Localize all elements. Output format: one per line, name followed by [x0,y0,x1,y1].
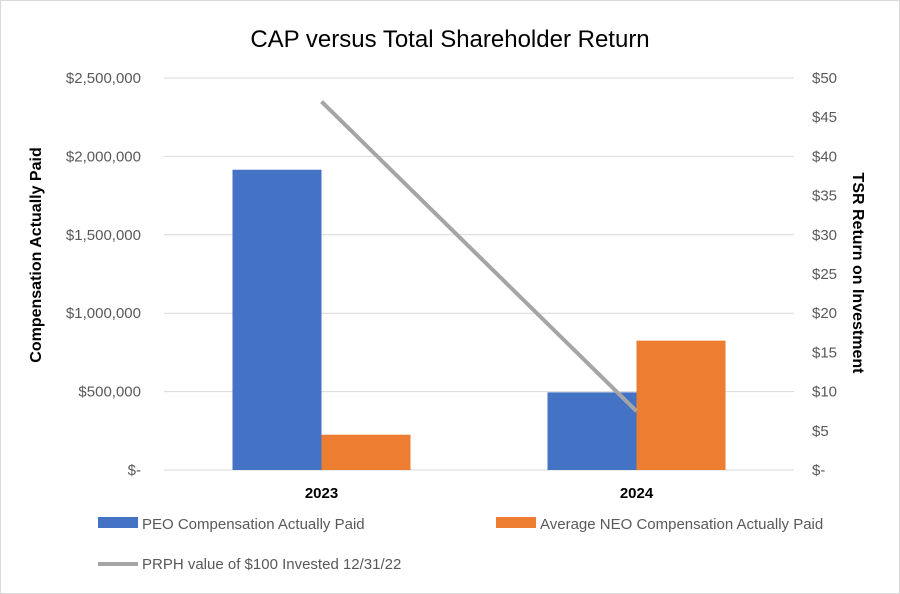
category-label: 2024 [620,485,654,502]
y-tick-label: $2,500,000 [66,70,141,87]
y-tick-label: $500,000 [78,384,141,401]
y2-tick-label: $- [812,462,825,479]
legend: PEO Compensation Actually Paid Average NE… [98,516,823,573]
y2-tick-label: $35 [812,188,837,205]
y-axis-title: Compensation Actually Paid [28,147,45,362]
y2-tick-label: $30 [812,227,837,244]
y2-tick-label: $25 [812,266,837,283]
legend-swatch [496,517,536,528]
legend-label: PEO Compensation Actually Paid [142,516,365,533]
y2-tick-label: $15 [812,344,837,361]
bar-neo-2023 [321,434,411,470]
y2-tick-label: $10 [812,384,837,401]
legend-label: PRPH value of $100 Invested 12/31/22 [142,556,401,573]
y-tick-label: $1,500,000 [66,227,141,244]
legend-label: Average NEO Compensation Actually Paid [540,516,823,533]
y2-tick-label: $20 [812,305,837,322]
y2-tick-label: $50 [812,70,837,87]
y-axis-ticks: $- $500,000 $1,000,000 $1,500,000 $2,000,000… [66,70,141,479]
line-series [320,100,638,413]
y2-axis-title: TSR Return on Investment [849,173,866,375]
bars [232,169,726,470]
category-label: 2023 [305,485,338,502]
y-tick-label: $2,000,000 [66,148,141,165]
y2-tick-label: $5 [812,423,829,440]
legend-swatch [98,517,138,528]
y-tick-label: $- [128,462,141,479]
y-tick-label: $1,000,000 [66,305,141,322]
tsr-line [320,100,638,413]
y2-tick-label: $45 [812,109,837,126]
y2-axis-ticks: $- $5 $10 $15 $20 $25 $30 $35 $40 $45 $50 [812,70,837,479]
bar-neo-2024 [636,340,726,470]
chart-title: CAP versus Total Shareholder Return [250,26,649,53]
bar-peo-2023 [232,169,322,470]
bar-peo-2024 [547,392,637,470]
x-axis-categories: 2023 2024 [305,485,654,502]
y2-tick-label: $40 [812,148,837,165]
